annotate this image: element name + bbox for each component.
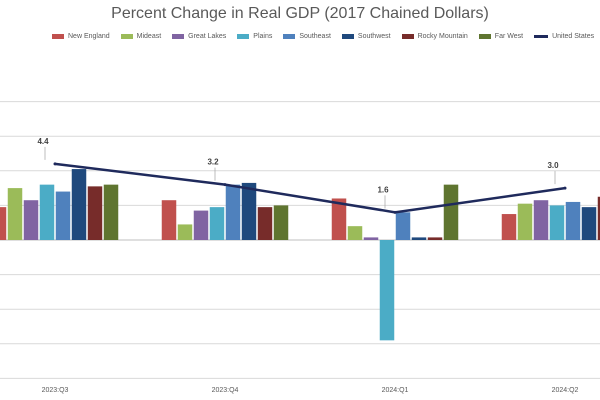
- legend-label: United States: [552, 32, 595, 40]
- bar-great-lakes: [23, 200, 39, 240]
- bar-plains: [379, 240, 395, 341]
- legend-item-southeast: Southeast: [283, 33, 331, 40]
- legend-swatch: [341, 33, 354, 39]
- bar-great-lakes: [193, 210, 209, 240]
- legend-line-swatch: [534, 34, 549, 38]
- legend-label: Plains: [253, 32, 273, 40]
- bar-rocky-mountain: [87, 186, 103, 240]
- legend-swatch: [237, 33, 250, 39]
- bar-great-lakes: [363, 237, 379, 240]
- bar-new-england: [501, 214, 517, 240]
- bar-new-england: [0, 207, 7, 240]
- bar-plains: [209, 207, 225, 240]
- legend: New England Mideast Great Lakes Plains S…: [52, 30, 594, 42]
- legend-item-great-lakes: Great Lakes: [172, 33, 226, 40]
- bar-mideast: [517, 203, 533, 240]
- bar-mideast: [347, 226, 363, 240]
- legend-label: Far West: [494, 32, 524, 40]
- legend-label: Southwest: [357, 32, 391, 40]
- us-line: [54, 162, 566, 214]
- legend-item-far-west: Far West: [478, 32, 524, 40]
- bar-plains: [39, 184, 55, 240]
- bar-far-west: [443, 184, 459, 240]
- bar-great-lakes: [533, 200, 549, 240]
- legend-item-plains: Plains: [237, 33, 272, 40]
- bar-far-west: [103, 184, 119, 240]
- legend-item-united-states: United States: [534, 33, 594, 40]
- us-data-label: 3.2: [207, 158, 219, 167]
- chart-title: Percent Change in Real GDP (2017 Chained…: [111, 5, 489, 22]
- legend-item-new-england: New England: [52, 33, 110, 40]
- legend-swatch: [283, 33, 296, 39]
- bar-new-england: [331, 198, 347, 240]
- legend-label: Great Lakes: [188, 32, 227, 40]
- us-data-label: 1.6: [377, 185, 389, 194]
- legend-swatch: [478, 33, 491, 39]
- bar-rocky-mountain: [597, 196, 600, 240]
- bar-southwest: [581, 207, 597, 240]
- x-tick-label: 2023:Q3: [42, 387, 69, 394]
- bar-southwest: [411, 237, 427, 240]
- legend-item-rocky-mountain: Rocky Mountain: [401, 32, 468, 40]
- legend-label: Southeast: [299, 32, 331, 40]
- legend-item-southwest: Southwest: [341, 32, 391, 40]
- legend-swatch: [120, 33, 133, 39]
- legend-swatch: [52, 33, 64, 39]
- x-tick-label: 2023:Q4: [212, 387, 239, 394]
- bar-new-england: [161, 200, 177, 240]
- bar-southwest: [71, 169, 87, 240]
- bar-southeast: [225, 184, 241, 240]
- us-point: [563, 186, 567, 190]
- us-point: [393, 210, 397, 214]
- legend-swatch: [401, 33, 414, 39]
- us-point: [223, 183, 227, 187]
- legend-label: Mideast: [136, 32, 162, 40]
- legend-label: New England: [68, 32, 110, 40]
- us-data-label: 4.4: [37, 137, 49, 146]
- bar-southeast: [395, 212, 411, 240]
- bar-rocky-mountain: [257, 207, 273, 240]
- x-tick-label: 2024:Q1: [382, 387, 409, 394]
- bar-southeast: [55, 191, 71, 240]
- us-data-label: 3.0: [547, 161, 559, 170]
- bar-mideast: [7, 188, 23, 240]
- bar-far-west: [273, 205, 289, 240]
- bar-southwest: [241, 182, 257, 240]
- us-point: [53, 162, 57, 166]
- legend-label: Rocky Mountain: [417, 32, 468, 40]
- bar-rocky-mountain: [427, 237, 443, 240]
- x-tick-label: 2024:Q2: [552, 387, 579, 394]
- bar-mideast: [177, 224, 193, 240]
- legend-item-mideast: Mideast: [120, 32, 162, 40]
- bar-southeast: [565, 201, 581, 240]
- legend-swatch: [172, 33, 185, 39]
- bar-plains: [549, 205, 565, 240]
